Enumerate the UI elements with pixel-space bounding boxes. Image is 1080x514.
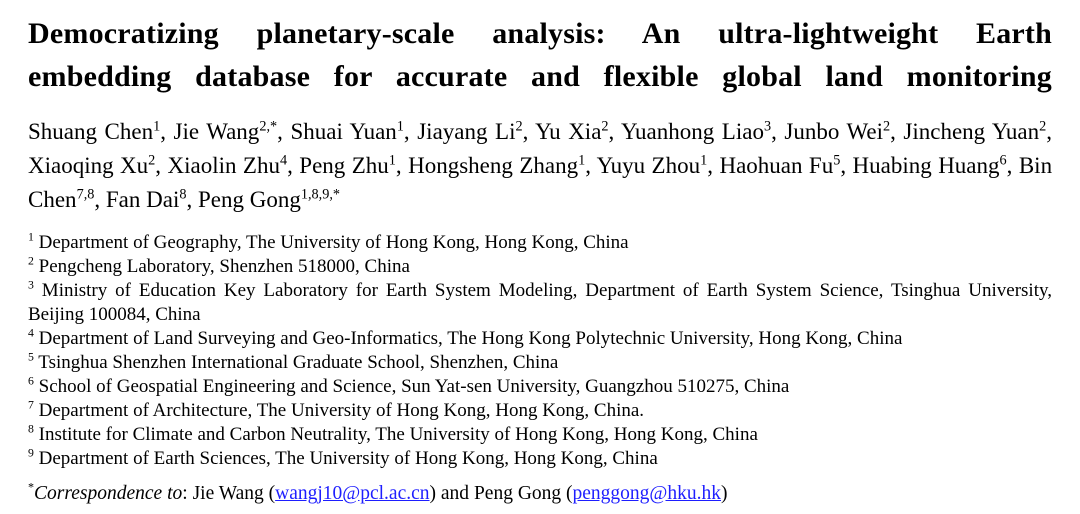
author: Peng Zhu1, bbox=[299, 152, 402, 178]
author-affiliation-superscript: 1 bbox=[396, 118, 404, 135]
author-affiliation-superscript: 2 bbox=[1039, 118, 1047, 135]
author-affiliation-superscript: 1 bbox=[700, 152, 708, 169]
correspondence-label: Correspondence to bbox=[34, 483, 183, 504]
affiliation-number-superscript: 5 bbox=[28, 350, 34, 364]
author-affiliation-superscript: 4 bbox=[279, 152, 288, 169]
affiliation: 1 Department of Geography, The Universit… bbox=[28, 230, 629, 253]
author: Yuanhong Liao3, bbox=[620, 118, 777, 144]
author-affiliation-superscript: 7,8 bbox=[76, 186, 95, 203]
author: Jincheng Yuan2, bbox=[903, 118, 1053, 144]
author-affiliation-superscript: 2 bbox=[601, 118, 609, 135]
author: Haohuan Fu5, bbox=[719, 152, 847, 178]
author-affiliation-superscript: 5 bbox=[833, 152, 841, 169]
author-affiliation-superscript: 1,8,9,* bbox=[300, 186, 341, 203]
affiliation-list: 1 Department of Geography, The Universit… bbox=[28, 231, 1052, 471]
affiliation-number-superscript: 4 bbox=[28, 326, 34, 340]
title-line-1: Democratizing planetary-scale analysis: … bbox=[28, 17, 1052, 50]
affiliation-number-superscript: 1 bbox=[28, 230, 34, 244]
author-affiliation-superscript: 2 bbox=[515, 118, 523, 135]
affiliation: 8 Institute for Climate and Carbon Neutr… bbox=[28, 422, 758, 445]
affiliation-number-superscript: 7 bbox=[28, 398, 34, 412]
affiliation-number-superscript: 9 bbox=[28, 446, 34, 460]
author: Jie Wang2,*, bbox=[173, 118, 283, 144]
affiliation: 7 Department of Architecture, The Univer… bbox=[28, 398, 645, 421]
affiliation: 2 Pengcheng Laboratory, Shenzhen 518000,… bbox=[28, 254, 410, 277]
affiliation-number-superscript: 6 bbox=[28, 374, 34, 388]
affiliation: 5 Tsinghua Shenzhen International Gradua… bbox=[28, 350, 559, 373]
author: Shuang Chen1, bbox=[28, 118, 166, 144]
affiliation: 4 Department of Land Surveying and Geo-I… bbox=[28, 326, 903, 349]
affiliation-number-superscript: 8 bbox=[28, 422, 34, 436]
author-affiliation-superscript: 2 bbox=[148, 152, 156, 169]
author: Peng Gong1,8,9,* bbox=[197, 186, 341, 212]
author-affiliation-superscript: 2,* bbox=[259, 118, 278, 135]
author: Bin Chen7,8, bbox=[28, 153, 1053, 212]
affiliation-number-superscript: 3 bbox=[28, 278, 34, 292]
author: Huabing Huang6, bbox=[852, 152, 1013, 178]
author: Junbo Wei2, bbox=[784, 118, 896, 144]
author: Yu Xia2, bbox=[535, 118, 615, 144]
affiliation: 9 Department of Earth Sciences, The Univ… bbox=[28, 446, 658, 469]
author-affiliation-superscript: 1 bbox=[153, 118, 161, 135]
author: Hongsheng Zhang1, bbox=[408, 152, 591, 178]
email-link[interactable]: wangj10@pcl.ac.cn bbox=[275, 483, 430, 504]
paper-title: Democratizing planetary-scale analysis: … bbox=[28, 12, 1052, 98]
author-list: Shuang Chen1, Jie Wang2,*, Shuai Yuan1, … bbox=[28, 115, 1052, 217]
author: Xiaolin Zhu4, bbox=[167, 152, 293, 178]
author: Shuai Yuan1, bbox=[290, 118, 410, 144]
author-affiliation-superscript: 6 bbox=[999, 152, 1007, 169]
author-affiliation-superscript: 3 bbox=[763, 118, 772, 135]
author-affiliation-superscript: 1 bbox=[388, 152, 396, 169]
affiliation: 3 Ministry of Education Key Laboratory f… bbox=[28, 278, 1052, 325]
correspondence-asterisk: * bbox=[28, 480, 35, 495]
correspondence-line: *Correspondence to: Jie Wang (wangj10@pc… bbox=[28, 480, 728, 504]
author: Xiaoqing Xu2, bbox=[28, 152, 162, 178]
author: Yuyu Zhou1, bbox=[596, 152, 713, 178]
author-affiliation-superscript: 8 bbox=[179, 186, 187, 203]
author-affiliation-superscript: 2 bbox=[882, 118, 891, 135]
affiliation-number-superscript: 2 bbox=[28, 254, 34, 268]
author-affiliation-superscript: 1 bbox=[578, 152, 586, 169]
email-link[interactable]: penggong@hku.hk bbox=[572, 483, 722, 504]
author: Jiayang Li2, bbox=[417, 118, 529, 144]
affiliation: 6 School of Geospatial Engineering and S… bbox=[28, 374, 790, 397]
author: Fan Dai8, bbox=[105, 186, 193, 212]
title-line-2: embedding database for accurate and flex… bbox=[28, 60, 1052, 93]
